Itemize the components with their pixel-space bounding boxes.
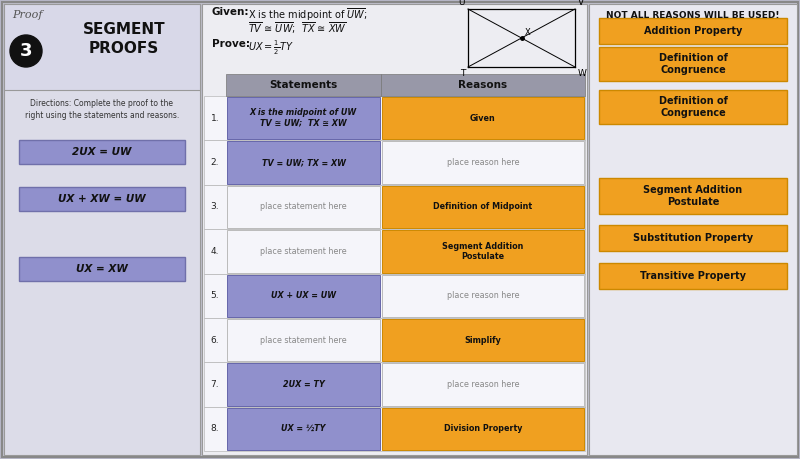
Text: $\overline{UW}$: $\overline{UW}$ — [470, 0, 486, 1]
Text: X is the midpoint of $\overline{UW}$;: X is the midpoint of $\overline{UW}$; — [248, 7, 367, 23]
Text: 2UX = TY: 2UX = TY — [282, 380, 324, 389]
Bar — [227, 274, 380, 317]
Text: 2.: 2. — [210, 158, 219, 167]
Bar — [382, 408, 584, 450]
Bar — [381, 74, 585, 96]
Bar — [204, 407, 585, 451]
Bar — [19, 187, 185, 211]
Text: place reason here: place reason here — [446, 380, 519, 389]
Bar — [204, 274, 585, 318]
Text: Simplify: Simplify — [465, 336, 502, 345]
Bar — [599, 178, 787, 214]
Bar — [227, 363, 380, 406]
Text: SEGMENT
PROOFS: SEGMENT PROOFS — [82, 22, 166, 56]
Bar — [227, 97, 380, 140]
Text: NOT ALL REASONS WILL BE USED!: NOT ALL REASONS WILL BE USED! — [606, 11, 780, 20]
Text: Proof: Proof — [12, 10, 42, 20]
Text: Definition of
Congruence: Definition of Congruence — [658, 96, 727, 118]
Bar — [227, 230, 380, 273]
Text: 4.: 4. — [210, 247, 219, 256]
Text: place statement here: place statement here — [260, 247, 347, 256]
Text: UX + UX = UW: UX + UX = UW — [271, 291, 336, 300]
Bar — [227, 141, 380, 184]
Text: X: X — [525, 28, 530, 37]
Text: 5.: 5. — [210, 291, 219, 300]
Text: Definition of Midpoint: Definition of Midpoint — [434, 202, 533, 212]
Bar — [382, 363, 584, 406]
Text: TV = UW; TX = XW: TV = UW; TX = XW — [262, 158, 346, 167]
Text: UX = ½TY: UX = ½TY — [282, 424, 326, 433]
Text: V: V — [578, 0, 584, 7]
Bar — [382, 141, 584, 184]
Text: Reasons: Reasons — [458, 80, 507, 90]
Text: Definition of
Congruence: Definition of Congruence — [658, 53, 727, 75]
Bar — [4, 4, 200, 90]
Bar — [227, 408, 380, 450]
Bar — [204, 140, 585, 185]
Bar — [382, 230, 584, 273]
Bar — [204, 229, 585, 274]
Bar — [204, 96, 585, 140]
Bar — [589, 4, 797, 455]
Text: Substitution Property: Substitution Property — [633, 233, 753, 243]
Bar — [4, 4, 200, 455]
Text: 3.: 3. — [210, 202, 219, 212]
Text: U: U — [458, 0, 465, 7]
Bar — [599, 263, 787, 289]
Text: 7.: 7. — [210, 380, 219, 389]
Text: place statement here: place statement here — [260, 202, 347, 212]
Bar — [227, 319, 380, 361]
Text: W: W — [578, 69, 587, 78]
Text: Given: Given — [470, 114, 496, 123]
Bar — [382, 186, 584, 228]
Text: Addition Property: Addition Property — [644, 26, 742, 36]
Bar — [382, 97, 584, 140]
Text: T: T — [460, 69, 465, 78]
Text: Transitive Property: Transitive Property — [640, 271, 746, 281]
Text: UX = XW: UX = XW — [76, 264, 128, 274]
Text: X is the midpoint of UW
TV ≅ UW;  TX ≅ XW: X is the midpoint of UW TV ≅ UW; TX ≅ XW — [250, 108, 357, 128]
Bar — [202, 4, 587, 455]
Bar — [382, 319, 584, 361]
Text: Prove:: Prove: — [212, 39, 250, 49]
Text: place reason here: place reason here — [446, 291, 519, 300]
Text: 8.: 8. — [210, 424, 219, 433]
Text: Segment Addition
Postulate: Segment Addition Postulate — [643, 185, 742, 207]
Bar — [19, 257, 185, 281]
Text: 6.: 6. — [210, 336, 219, 345]
Bar — [599, 225, 787, 251]
Bar — [382, 274, 584, 317]
Bar — [19, 140, 185, 164]
Text: 2UX = UW: 2UX = UW — [72, 147, 132, 157]
Text: Statements: Statements — [270, 80, 338, 90]
Text: 3: 3 — [20, 42, 32, 60]
Bar — [204, 185, 585, 229]
Bar — [226, 74, 381, 96]
Text: Directions: Complete the proof to the
right using the statements and reasons.: Directions: Complete the proof to the ri… — [25, 99, 179, 120]
Bar — [204, 318, 585, 362]
Bar — [599, 18, 787, 44]
Text: $\overline{TV}$ ≅ $\overline{UW}$;  $\overline{TX}$ ≅ $\overline{XW}$: $\overline{TV}$ ≅ $\overline{UW}$; $\ove… — [248, 21, 347, 36]
Text: UX + XW = UW: UX + XW = UW — [58, 194, 146, 204]
Bar — [227, 186, 380, 228]
Bar — [599, 47, 787, 81]
Text: place reason here: place reason here — [446, 158, 519, 167]
Text: Division Property: Division Property — [444, 424, 522, 433]
Text: $UX = \frac{1}{2}TY$: $UX = \frac{1}{2}TY$ — [248, 39, 294, 57]
Text: Given:: Given: — [212, 7, 250, 17]
Circle shape — [10, 35, 42, 67]
Text: Segment Addition
Postulate: Segment Addition Postulate — [442, 241, 524, 261]
Text: 1.: 1. — [210, 114, 219, 123]
Text: place statement here: place statement here — [260, 336, 347, 345]
Bar — [204, 362, 585, 407]
Bar — [599, 90, 787, 124]
